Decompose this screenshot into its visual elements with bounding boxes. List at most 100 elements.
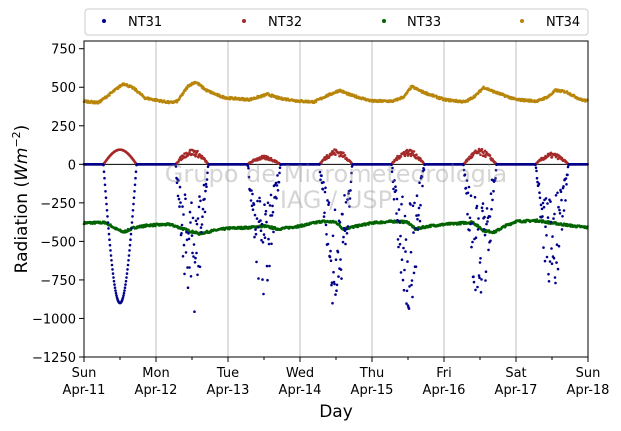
nt31-point	[106, 221, 110, 224]
nt31-point	[201, 215, 204, 218]
nt31-point	[269, 193, 273, 197]
legend: NT31 NT32 NT33 NT34	[84, 8, 589, 36]
nt31-point	[332, 270, 335, 274]
nt31-point	[331, 301, 334, 305]
nt31-point	[484, 279, 487, 282]
nt31-point	[191, 251, 194, 255]
nt31-point	[132, 196, 136, 199]
nt31-point	[549, 200, 552, 203]
nt32-point	[399, 155, 403, 158]
nt31-point	[409, 250, 413, 254]
nt31-point	[275, 197, 278, 200]
nt31-point	[326, 242, 330, 246]
nt31-point	[196, 217, 200, 220]
nt31-point	[110, 263, 114, 267]
nt31-point	[256, 199, 259, 203]
nt31-point	[331, 234, 335, 238]
nt31-point	[131, 209, 135, 212]
nt31-point	[552, 217, 555, 220]
nt31-point	[262, 292, 265, 296]
nt31-point	[262, 233, 266, 236]
nt34-point	[185, 87, 189, 90]
nt31-point	[123, 286, 127, 290]
nt32-point	[196, 149, 199, 153]
nt31-point	[182, 243, 186, 247]
nt31-point	[111, 272, 115, 275]
nt31-point	[477, 217, 480, 220]
nt32-point	[415, 153, 418, 156]
nt31-point	[411, 204, 415, 208]
nt31-point	[324, 223, 328, 227]
x-tick-label-date: Apr-11	[63, 383, 106, 398]
nt31-point	[397, 245, 400, 249]
x-tick-label-date: Apr-13	[207, 383, 250, 398]
nt31-point	[253, 235, 256, 239]
nt31-point	[103, 176, 106, 180]
nt31-point	[194, 219, 198, 223]
legend-marker-nt32	[242, 19, 246, 23]
nt31-point	[473, 195, 477, 199]
legend-label-nt32: NT32	[268, 15, 302, 30]
nt32-point	[488, 154, 492, 157]
nt31-point	[562, 209, 566, 212]
nt31-point	[132, 202, 135, 206]
y-axis-label: Radiation (Wm−2)	[10, 125, 32, 274]
nt31-point	[340, 277, 343, 280]
nt32-point	[482, 151, 485, 155]
nt31-point	[104, 190, 107, 193]
y-tick-label: −500	[40, 235, 76, 250]
nt31-point	[187, 237, 191, 241]
nt31-point	[186, 286, 190, 290]
nt31-point	[176, 194, 180, 198]
nt31-point	[328, 255, 332, 259]
nt31-point	[181, 205, 184, 208]
nt31-point	[534, 163, 537, 167]
nt31-point	[406, 260, 409, 263]
nt32-point	[480, 147, 484, 151]
nt31-point	[413, 201, 416, 205]
nt31-point	[322, 215, 326, 218]
nt31-point	[552, 256, 556, 260]
nt31-point	[271, 210, 275, 214]
nt31-point	[396, 218, 399, 222]
nt31-point	[482, 228, 486, 231]
nt31-point	[110, 259, 113, 262]
nt31-point	[544, 225, 547, 228]
nt31-point	[194, 256, 197, 260]
nt32-point	[188, 151, 191, 154]
nt31-point	[491, 198, 494, 202]
x-tick-label-weekday: Sun	[72, 366, 97, 381]
nt31-point	[334, 258, 338, 262]
vertical-grid	[155, 41, 517, 357]
nt31-point	[486, 220, 489, 223]
nt31-point	[470, 245, 473, 249]
nt31-point	[265, 264, 269, 268]
nt31-point	[553, 276, 557, 279]
nt31-point	[109, 249, 112, 252]
nt32-point	[479, 153, 482, 156]
nt31-point	[416, 228, 420, 231]
nt31-point	[203, 210, 207, 214]
nt31-point	[129, 238, 132, 241]
nt31-point	[534, 166, 538, 170]
nt31-point	[200, 223, 204, 226]
nt31-point	[113, 283, 116, 286]
y-tick-label: 750	[51, 43, 76, 58]
legend-marker-nt34	[520, 19, 524, 23]
y-axis: 750 500 250 0 −250 −500 −750 −1000 −1250	[32, 43, 84, 366]
nt31-point	[334, 293, 337, 296]
nt31-point	[479, 257, 482, 260]
nt31-point	[192, 243, 196, 246]
nt31-point	[418, 219, 422, 223]
nt31-point	[131, 215, 134, 218]
nt31-point	[195, 251, 198, 255]
nt31-point	[479, 291, 483, 294]
nt31-point	[272, 230, 275, 234]
nt31-point	[177, 197, 181, 201]
nt31-point	[126, 263, 130, 267]
nt31-point	[184, 251, 188, 254]
nt31-point	[542, 246, 545, 249]
nt31-point	[345, 227, 348, 231]
x-tick-label-date: Apr-15	[351, 383, 394, 398]
nt31-point	[330, 283, 333, 287]
